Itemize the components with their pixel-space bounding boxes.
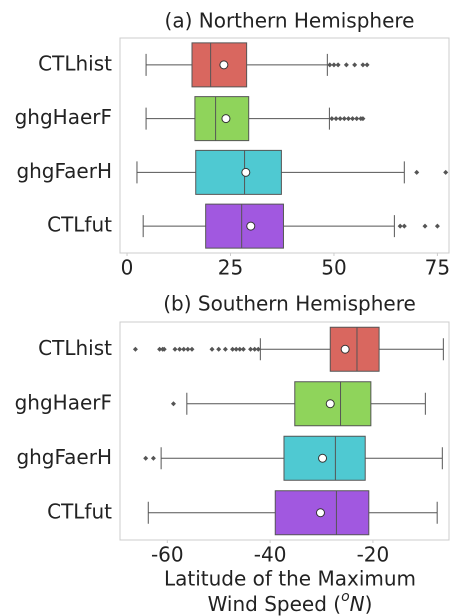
outlier <box>422 223 428 229</box>
outlier <box>341 116 347 122</box>
x-tick-label: 25 <box>218 256 243 280</box>
y-tick-label: ghgFaerH <box>16 159 112 183</box>
x-tick-label: -40 <box>254 543 287 567</box>
x-tick-label: 75 <box>425 256 450 280</box>
outlier <box>434 223 440 229</box>
outlier <box>157 346 163 352</box>
outlier <box>177 346 183 352</box>
outlier <box>132 346 138 352</box>
outlier <box>233 346 239 352</box>
x-axis-label-part: ) <box>365 592 373 616</box>
y-tick-label: CTLfut <box>47 213 112 237</box>
outlier <box>360 62 366 68</box>
plot-frame <box>119 321 450 541</box>
outlier <box>150 455 156 461</box>
mean <box>246 221 256 231</box>
outlier <box>329 116 335 122</box>
outlier <box>143 455 149 461</box>
outlier <box>352 62 358 68</box>
mean <box>241 167 251 177</box>
y-tick-label: CTLhist <box>38 51 112 75</box>
outlier <box>172 346 178 352</box>
outlier <box>327 62 333 68</box>
x-axis-label-part: Wind Speed ( <box>208 592 341 616</box>
y-tick-label: CTLhist <box>38 336 112 360</box>
outlier <box>414 169 420 175</box>
outlier <box>335 62 341 68</box>
outlier <box>222 346 228 352</box>
x-axis-label: Wind Speed (oN) <box>208 589 373 616</box>
y-tick-label: ghgFaerH <box>16 445 112 469</box>
x-tick-label: -20 <box>357 543 390 567</box>
outlier <box>360 116 366 122</box>
outlier <box>345 116 351 122</box>
mean <box>318 453 328 463</box>
outlier <box>401 223 407 229</box>
x-axis-label-unit: N <box>350 592 365 616</box>
outlier <box>161 346 167 352</box>
mean <box>221 114 231 124</box>
outlier <box>331 62 337 68</box>
chart-title: (b) Southern Hemisphere <box>163 292 416 316</box>
outlier <box>189 346 195 352</box>
outlier <box>255 346 261 352</box>
outlier <box>252 346 258 352</box>
outlier <box>170 401 176 407</box>
outlier <box>248 346 254 352</box>
outlier <box>181 346 187 352</box>
y-tick-label: ghgHaerF <box>15 105 112 129</box>
x-tick-label: -60 <box>151 543 184 567</box>
outlier <box>209 346 215 352</box>
chart-title: (a) Northern Hemisphere <box>165 9 415 33</box>
mean <box>219 60 229 70</box>
box <box>205 203 284 249</box>
box <box>191 42 248 88</box>
outlier <box>354 116 360 122</box>
y-tick-label: CTLfut <box>47 499 112 523</box>
outlier <box>443 169 449 175</box>
outlier <box>216 346 222 352</box>
outlier <box>350 116 356 122</box>
x-axis-label: Latitude of the Maximum <box>164 567 416 591</box>
outlier <box>364 62 370 68</box>
outlier <box>333 116 339 122</box>
outlier <box>230 346 236 352</box>
mean <box>340 344 350 354</box>
x-tick-label: 0 <box>121 256 134 280</box>
outlier <box>185 346 191 352</box>
x-axis-label-sup: o <box>341 589 350 605</box>
mean <box>325 399 335 409</box>
plot-frame <box>119 37 450 254</box>
outlier <box>343 62 349 68</box>
mean <box>315 508 325 518</box>
x-tick-label: 50 <box>321 256 346 280</box>
box <box>195 149 282 195</box>
outlier <box>240 346 246 352</box>
y-tick-label: ghgHaerF <box>15 390 112 414</box>
outlier <box>397 223 403 229</box>
outlier <box>237 346 243 352</box>
outlier <box>337 116 343 122</box>
box <box>329 326 380 372</box>
